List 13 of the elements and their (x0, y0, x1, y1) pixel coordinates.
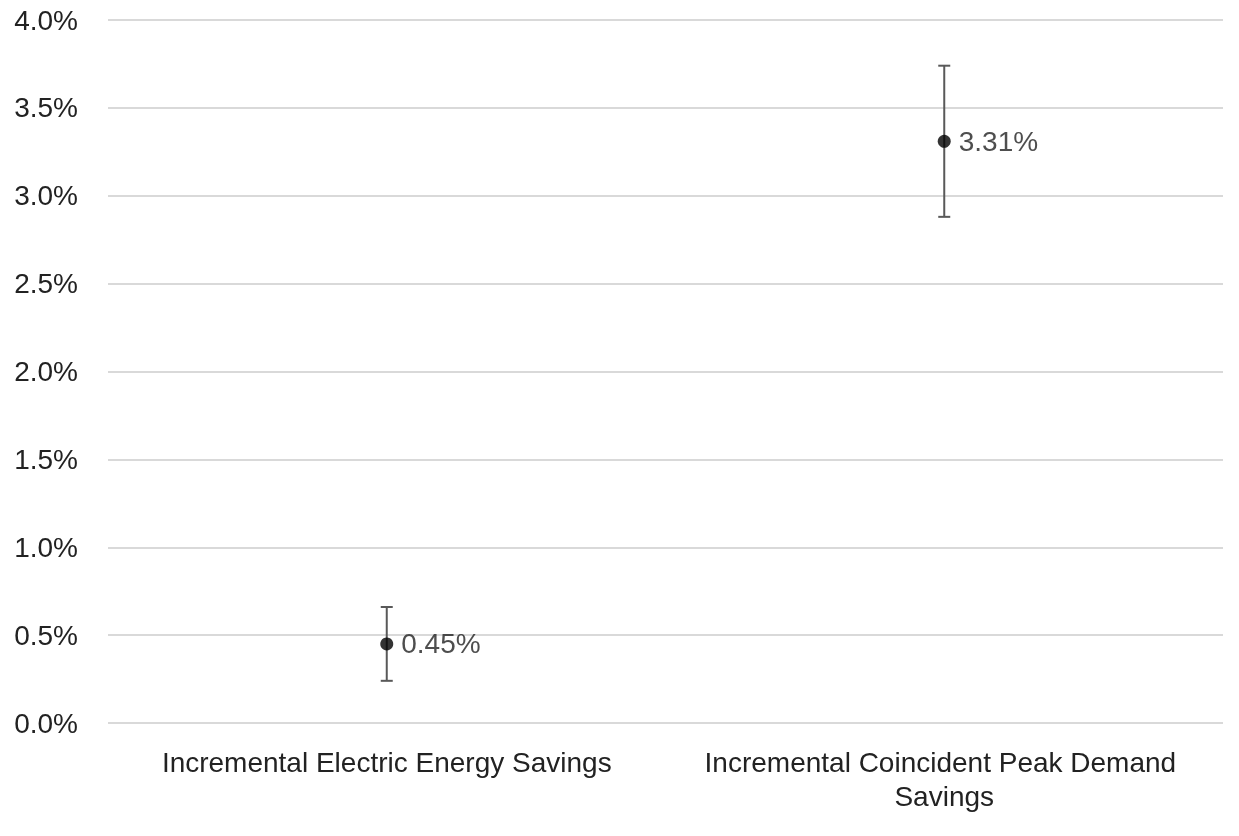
x-tick-label: Incremental Electric Energy Savings (161, 746, 612, 778)
y-tick-label: 3.0% (14, 180, 78, 212)
y-tick-label: 1.0% (14, 531, 78, 563)
y-tick-label: 0.0% (14, 707, 78, 739)
y-tick-label: 3.5% (14, 92, 78, 124)
data-label: 3.31% (958, 125, 1039, 157)
y-tick-label: 2.0% (14, 356, 78, 387)
data-label: 0.45% (401, 628, 481, 660)
y-tick-label: 1.5% (14, 443, 78, 475)
y-tick-label: 0.5% (14, 619, 78, 651)
y-tick-label: 4.0% (14, 4, 78, 36)
y-tick-label: 2.5% (14, 268, 78, 300)
x-tick-label: Incremental Coincident Peak Demand Savings (704, 746, 1184, 812)
